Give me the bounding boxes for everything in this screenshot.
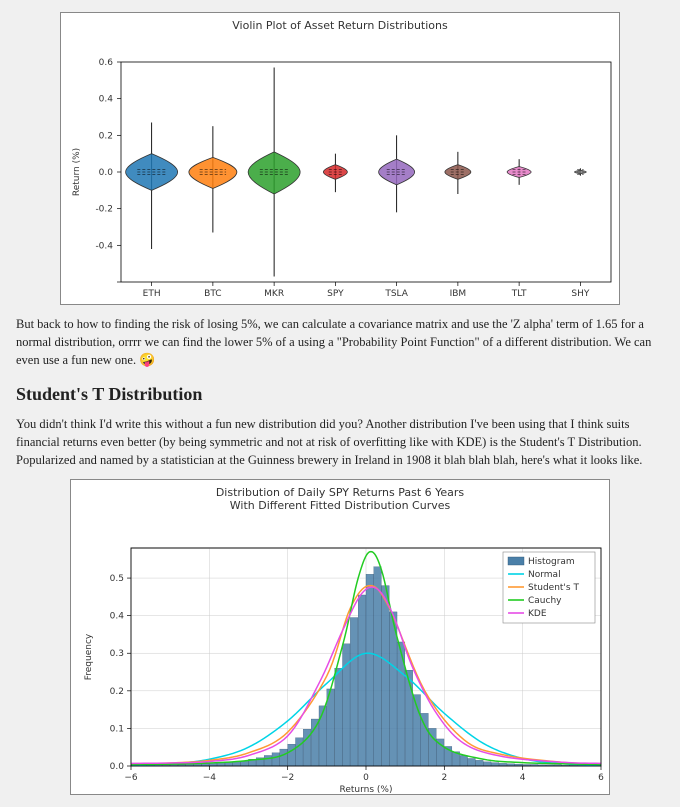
svg-text:−4: −4 bbox=[203, 773, 217, 783]
svg-text:0.2: 0.2 bbox=[99, 131, 113, 141]
dist-title-line1: Distribution of Daily SPY Returns Past 6… bbox=[216, 486, 464, 499]
svg-text:0.5: 0.5 bbox=[110, 575, 124, 585]
svg-text:IBM: IBM bbox=[450, 289, 467, 299]
svg-text:2: 2 bbox=[441, 773, 447, 783]
svg-text:Student's T: Student's T bbox=[528, 583, 579, 593]
svg-text:TSLA: TSLA bbox=[384, 289, 408, 299]
svg-text:ETH: ETH bbox=[143, 289, 161, 299]
svg-text:Normal: Normal bbox=[528, 570, 561, 580]
svg-text:4: 4 bbox=[520, 773, 526, 783]
svg-text:MKR: MKR bbox=[264, 289, 284, 299]
distribution-plot-svg: −6 −4 −2 0 2 4 6 0.0 0.1 0.2 0.3 0.4 0.5 Returns (%) F… bbox=[71, 514, 611, 794]
svg-text:0.3: 0.3 bbox=[110, 650, 124, 660]
svg-text:−2: −2 bbox=[281, 773, 294, 783]
svg-text:TLT: TLT bbox=[511, 289, 527, 299]
svg-text:6: 6 bbox=[598, 773, 604, 783]
paragraph-2: You didn't think I'd write this without … bbox=[16, 415, 664, 469]
distribution-plot-title: Distribution of Daily SPY Returns Past 6… bbox=[71, 480, 609, 514]
svg-text:0.1: 0.1 bbox=[110, 725, 124, 735]
violin-plot-title: Violin Plot of Asset Return Distribution… bbox=[61, 13, 619, 34]
svg-text:Cauchy: Cauchy bbox=[528, 596, 562, 606]
svg-text:Frequency: Frequency bbox=[84, 634, 94, 681]
svg-text:0.4: 0.4 bbox=[110, 612, 125, 622]
svg-text:SHY: SHY bbox=[571, 289, 589, 299]
distribution-plot-figure: Distribution of Daily SPY Returns Past 6… bbox=[70, 479, 610, 795]
svg-text:KDE: KDE bbox=[528, 609, 547, 619]
svg-text:-0.4: -0.4 bbox=[95, 241, 113, 251]
dist-title-line2: With Different Fitted Distribution Curve… bbox=[230, 499, 450, 512]
violin-plot-svg: -0.4 -0.2 0.0 0.2 0.4 0.6 Return (%) ETH BTC MKR S… bbox=[61, 34, 621, 304]
svg-text:Returns (%): Returns (%) bbox=[340, 785, 393, 794]
paragraph-1: But back to how to finding the risk of l… bbox=[16, 315, 664, 370]
zany-face-emoji: 🤪 bbox=[139, 352, 155, 367]
svg-text:Histogram: Histogram bbox=[528, 557, 575, 567]
svg-text:SPY: SPY bbox=[327, 289, 344, 299]
svg-text:0.4: 0.4 bbox=[99, 95, 114, 105]
violin-plot-figure: Violin Plot of Asset Return Distribution… bbox=[60, 12, 620, 305]
svg-text:0.0: 0.0 bbox=[110, 762, 125, 772]
paragraph-1-text: But back to how to finding the risk of l… bbox=[16, 317, 651, 367]
svg-text:0: 0 bbox=[363, 773, 369, 783]
svg-text:0.2: 0.2 bbox=[110, 687, 124, 697]
svg-text:Return (%): Return (%) bbox=[72, 148, 82, 196]
svg-text:-0.2: -0.2 bbox=[95, 205, 113, 215]
svg-text:0.6: 0.6 bbox=[99, 58, 114, 68]
svg-text:BTC: BTC bbox=[204, 289, 221, 299]
section-heading-student-t: Student's T Distribution bbox=[16, 384, 664, 405]
svg-text:0.0: 0.0 bbox=[99, 168, 114, 178]
svg-text:−6: −6 bbox=[124, 773, 138, 783]
